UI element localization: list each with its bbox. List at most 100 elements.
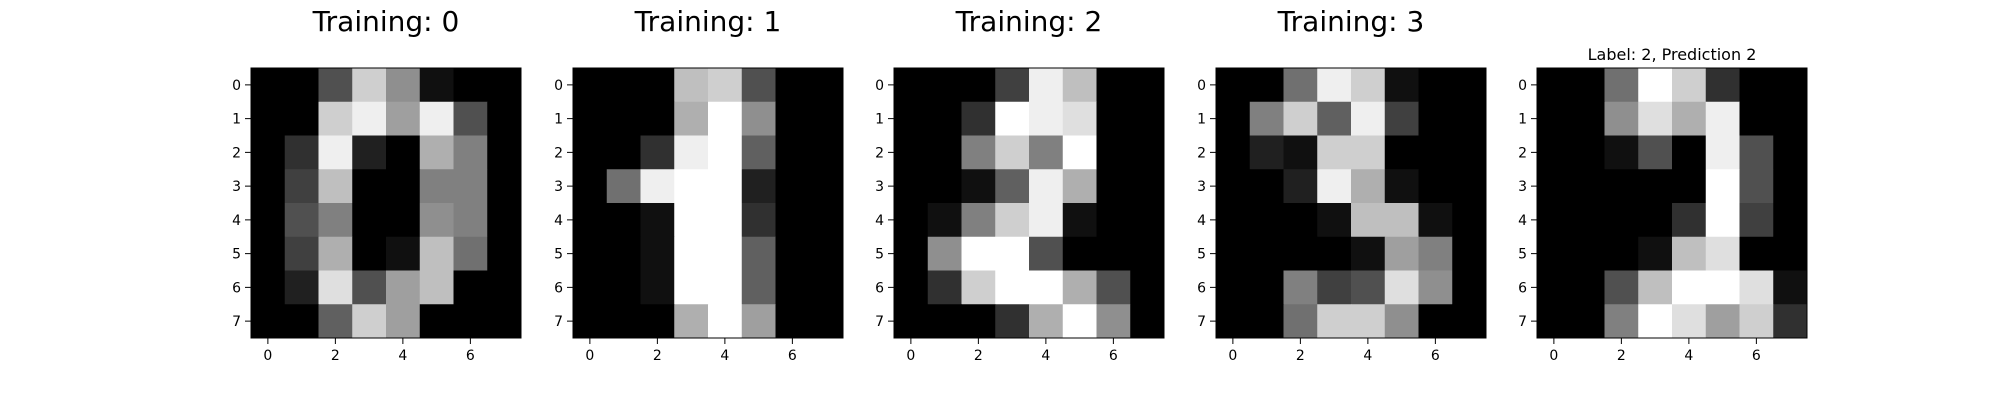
pixel-cell	[352, 270, 387, 305]
pixel-cell	[1062, 68, 1097, 103]
y-tick-label: 5	[554, 247, 563, 263]
pixel-cell	[1317, 68, 1352, 103]
pixel-cell	[1773, 68, 1808, 103]
pixel-cell	[1283, 304, 1318, 339]
pixel-cell	[708, 203, 743, 238]
pixel-cell	[1604, 68, 1639, 103]
pixel-cell	[927, 203, 962, 238]
pixel-cell	[1029, 135, 1064, 170]
pixel-cell	[1705, 68, 1740, 103]
pixel-cell	[1062, 236, 1097, 271]
pixel-cell	[1452, 203, 1487, 238]
pixel-cell	[1638, 304, 1673, 339]
y-tick-label: 4	[1518, 213, 1527, 229]
pixel-cell	[1537, 68, 1572, 103]
pixel-cell	[1452, 270, 1487, 305]
pixel-cell	[419, 203, 454, 238]
pixel-cell	[487, 236, 522, 271]
pixel-cell	[1705, 270, 1740, 305]
pixel-cell	[1029, 270, 1064, 305]
pixel-cell	[1130, 101, 1165, 136]
pixel-cell	[1283, 270, 1318, 305]
pixel-cell	[1062, 304, 1097, 339]
pixel-cell	[1029, 68, 1064, 103]
y-tick-label: 0	[875, 78, 884, 94]
pixel-cell	[318, 304, 353, 339]
y-tick-label: 6	[1518, 280, 1527, 296]
pixel-cell	[1570, 135, 1605, 170]
pixel-cell	[1216, 101, 1251, 136]
pixel-cell	[1418, 101, 1453, 136]
pixel-cell	[640, 236, 675, 271]
pixel-cell	[1317, 304, 1352, 339]
pixel-cell	[284, 236, 319, 271]
pixel-cell	[927, 169, 962, 204]
pixel-cell	[1216, 169, 1251, 204]
pixel-cell	[1672, 135, 1707, 170]
pixel-cell	[1317, 135, 1352, 170]
y-tick-label: 7	[875, 314, 884, 330]
pixel-cell	[419, 236, 454, 271]
pixel-cell	[1249, 304, 1284, 339]
pixel-cell	[1537, 304, 1572, 339]
pixel-cell	[419, 270, 454, 305]
pixel-cell	[1384, 236, 1419, 271]
pixel-cell	[1418, 304, 1453, 339]
y-tick-label: 1	[875, 112, 884, 128]
pixel-cell	[1672, 169, 1707, 204]
pixel-cell	[1672, 68, 1707, 103]
pixel-cell	[487, 270, 522, 305]
pixel-cell	[809, 68, 844, 103]
pixel-cell	[1418, 203, 1453, 238]
pixel-cell	[995, 101, 1030, 136]
pixel-cell	[1739, 135, 1774, 170]
pixel-cell	[1130, 203, 1165, 238]
pixel-cell	[1418, 236, 1453, 271]
y-tick-label: 7	[1518, 314, 1527, 330]
axes-frame	[1536, 67, 1808, 339]
pixel-cell	[1570, 203, 1605, 238]
pixel-cell	[1216, 203, 1251, 238]
y-tick-label: 3	[232, 179, 241, 195]
pixel-cell	[775, 236, 810, 271]
pixel-cell	[1130, 68, 1165, 103]
pixel-cell	[1249, 101, 1284, 136]
pixel-cell	[1739, 270, 1774, 305]
pixel-cell	[1739, 68, 1774, 103]
pixel-cell	[1317, 101, 1352, 136]
pixel-cell	[386, 270, 421, 305]
pixel-cell	[573, 68, 608, 103]
pixel-cell	[606, 304, 641, 339]
pixel-cell	[894, 68, 929, 103]
pixel-cell	[708, 270, 743, 305]
pixel-cell	[1570, 236, 1605, 271]
pixel-cell	[352, 101, 387, 136]
x-tick-label: 6	[788, 348, 797, 364]
x-tick-label: 2	[653, 348, 662, 364]
y-tick-label: 7	[232, 314, 241, 330]
pixel-cell	[606, 236, 641, 271]
pixel-cell	[1739, 236, 1774, 271]
y-tick-label: 7	[1197, 314, 1206, 330]
pixel-cell	[1537, 270, 1572, 305]
y-tick-label: 6	[232, 280, 241, 296]
pixel-cell	[708, 169, 743, 204]
pixel-cell	[995, 169, 1030, 204]
pixel-cell	[775, 135, 810, 170]
pixel-cell	[1672, 203, 1707, 238]
pixel-cell	[961, 135, 996, 170]
pixel-cell	[487, 304, 522, 339]
pixel-cell	[453, 304, 488, 339]
pixel-cell	[995, 203, 1030, 238]
pixel-cell	[251, 135, 286, 170]
digit-panel-1: Training: 1 0 2 4 6 0 1 2 3 4 5 6 7	[554, 5, 844, 364]
y-tick-label: 0	[1197, 78, 1206, 94]
panel-title: Training: 0	[312, 5, 460, 38]
pixel-cell	[1773, 135, 1808, 170]
pixel-cell	[674, 101, 709, 136]
pixel-cell	[1096, 135, 1131, 170]
pixel-cell	[1638, 135, 1673, 170]
pixel-cell	[453, 236, 488, 271]
pixel-cell	[1384, 169, 1419, 204]
pixel-cell	[251, 169, 286, 204]
